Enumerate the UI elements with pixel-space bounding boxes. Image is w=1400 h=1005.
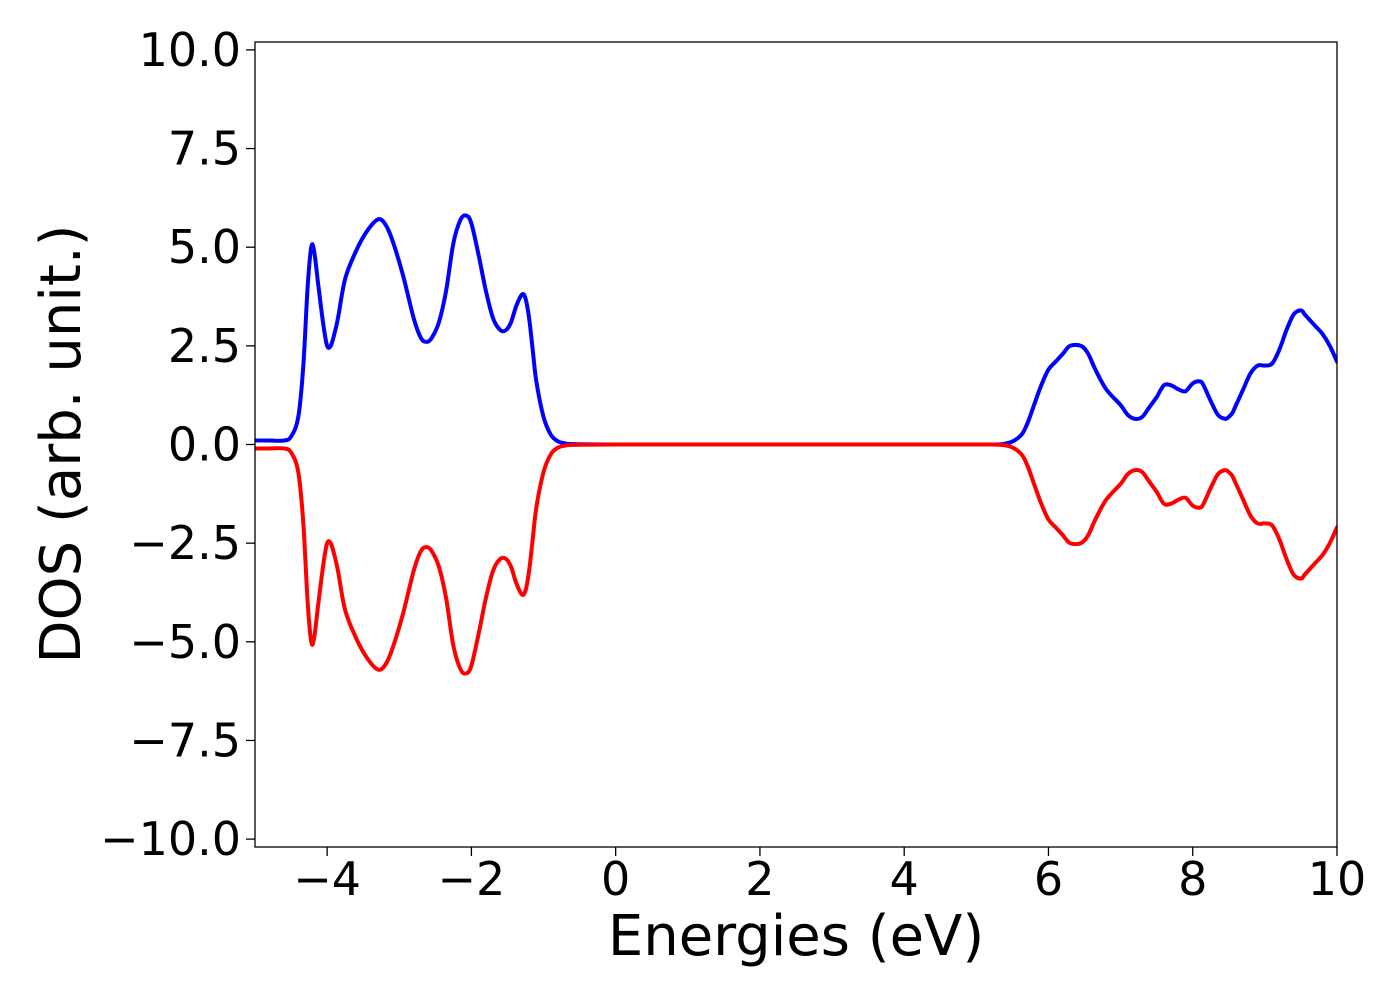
- x-tick-label: 4: [890, 852, 919, 906]
- x-tick-label: −4: [293, 852, 361, 906]
- x-tick-label: 6: [1034, 852, 1063, 906]
- x-tick-label: 2: [745, 852, 774, 906]
- y-tick-label: −10.0: [100, 812, 241, 866]
- x-axis-label: Energies (eV): [608, 904, 984, 969]
- x-tick-label: 10: [1308, 852, 1367, 906]
- x-axis-ticks: −4 −2 0 2 4 6 8 10: [293, 847, 1366, 906]
- x-tick-label: 0: [601, 852, 630, 906]
- series-layer: [255, 213, 1337, 676]
- series-line-0: [255, 213, 1337, 447]
- y-tick-label: 0.0: [168, 418, 241, 472]
- y-tick-label: 7.5: [168, 122, 241, 176]
- series-line-1: [255, 442, 1337, 676]
- y-axis-label: DOS (arb. unit.): [29, 224, 94, 663]
- y-tick-label: −7.5: [129, 713, 241, 767]
- x-tick-label: −2: [437, 852, 505, 906]
- y-tick-label: −2.5: [129, 516, 241, 570]
- y-tick-label: −5.0: [129, 615, 241, 669]
- x-tick-label: 8: [1178, 852, 1207, 906]
- y-tick-label: 5.0: [168, 220, 241, 274]
- y-axis-ticks: 10.0 7.5 5.0 2.5 0.0 −2.5 −5.0 −7.5 −10.0: [100, 23, 255, 866]
- y-tick-label: 2.5: [168, 319, 241, 373]
- y-tick-label: 10.0: [139, 23, 241, 77]
